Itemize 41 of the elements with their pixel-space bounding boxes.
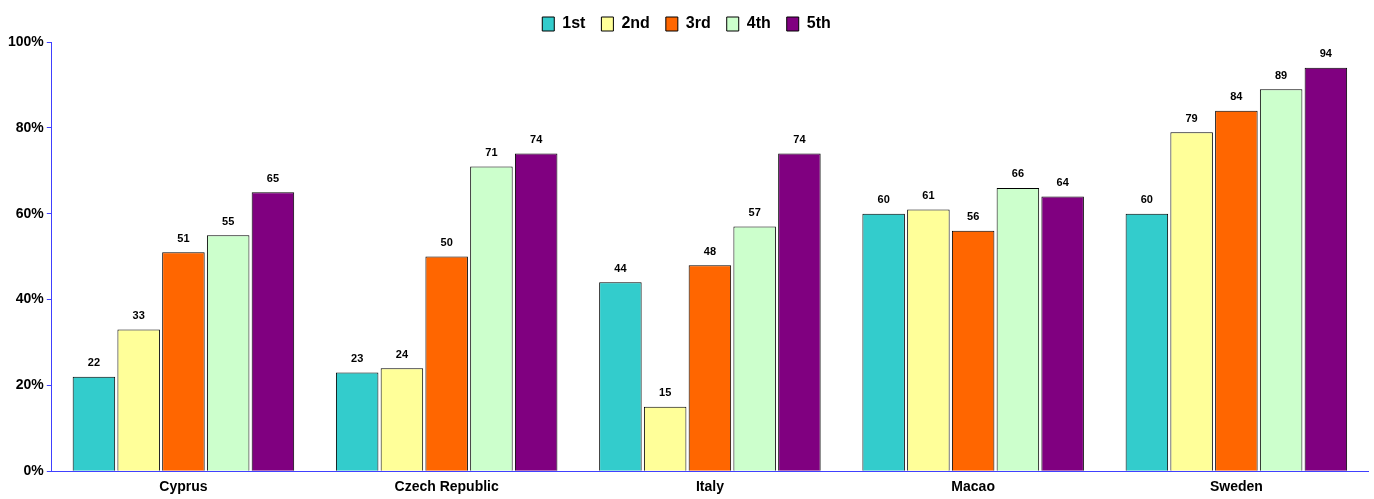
data-label: 50 [440, 236, 453, 249]
data-label: 74 [793, 133, 807, 146]
data-label: 22 [87, 356, 101, 369]
data-label: 84 [1230, 90, 1244, 103]
y-tick-label: 40% [15, 290, 45, 307]
data-label: 33 [132, 309, 145, 322]
data-label: 66 [1011, 167, 1025, 180]
data-label: 94 [1319, 47, 1333, 60]
x-tick-label: Sweden [1209, 478, 1263, 495]
data-label: 71 [485, 146, 498, 158]
y-tick-label: 80% [15, 118, 45, 135]
data-label: 51 [177, 231, 190, 244]
y-tick-label: 20% [15, 376, 45, 393]
x-tick-label: Macao [951, 478, 995, 495]
data-label: 57 [748, 206, 761, 219]
data-label: 15 [659, 386, 672, 399]
y-tick-label: 0% [23, 462, 45, 479]
data-label: 79 [1185, 111, 1198, 124]
legend-label: 1st [562, 14, 587, 32]
legend-label: 2nd [621, 14, 650, 32]
data-label: 60 [1140, 193, 1153, 206]
data-label: 61 [922, 188, 935, 201]
data-label: 64 [1056, 176, 1070, 189]
data-label: 44 [614, 261, 628, 274]
x-tick-label: Italy [695, 478, 725, 495]
legend-label: 3rd [685, 14, 711, 32]
data-label: 65 [266, 171, 280, 184]
legend-label: 5th [806, 14, 831, 32]
x-tick-label: Czech Republic [394, 478, 499, 495]
data-label: 24 [395, 347, 409, 360]
y-tick-label: 60% [15, 204, 45, 221]
data-label: 55 [222, 214, 235, 227]
data-label: 23 [351, 352, 364, 365]
data-label: 60 [877, 193, 890, 206]
data-label: 48 [703, 244, 717, 257]
y-tick-label: 100% [7, 32, 45, 49]
legend-label: 4th [746, 14, 771, 32]
data-label: 74 [530, 133, 544, 146]
data-label: 56 [967, 210, 980, 223]
x-tick-label: Cyprus [159, 478, 208, 495]
data-label: 89 [1275, 68, 1288, 81]
